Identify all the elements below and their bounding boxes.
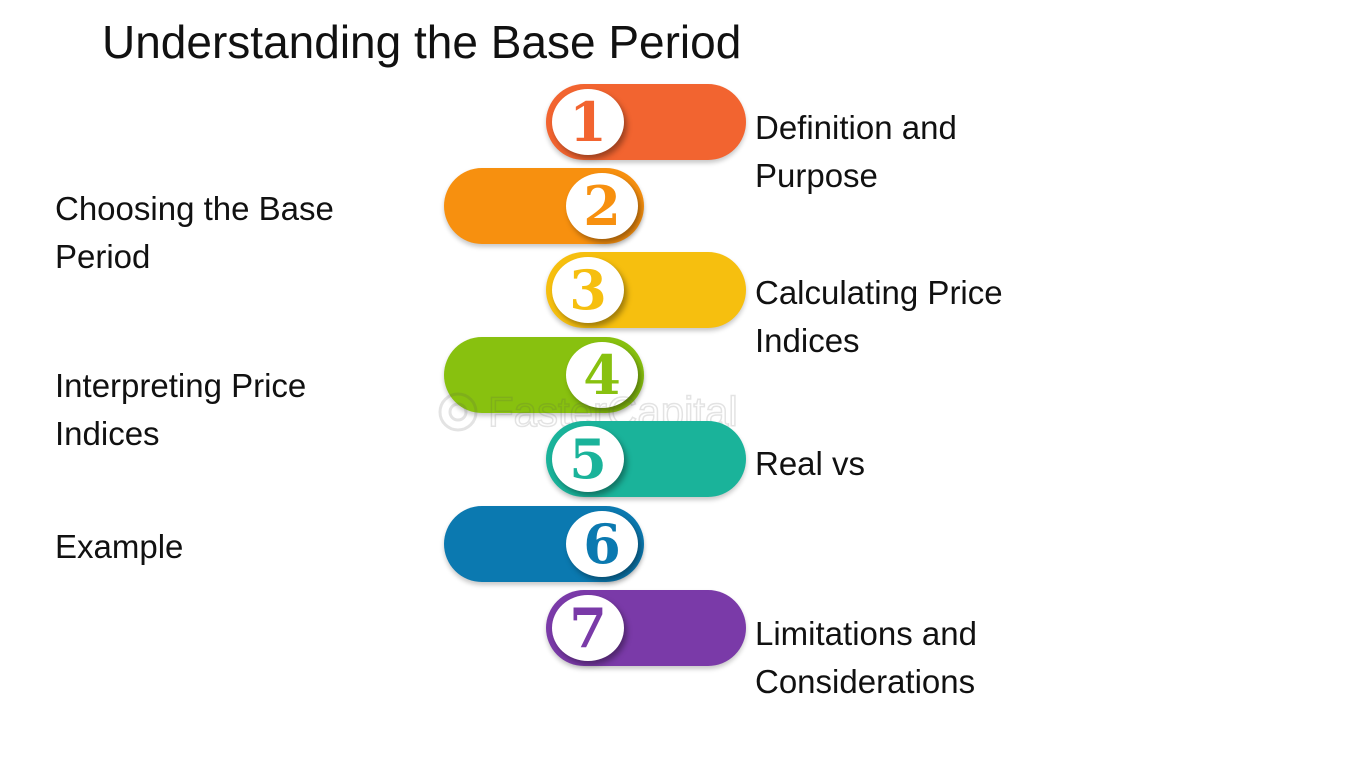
step-5-pill: 5 [546, 421, 746, 497]
step-6-number-disc: 6 [566, 511, 638, 577]
step-7-pill: 7 [546, 590, 746, 666]
step-5-number: 5 [569, 427, 607, 491]
step-4-number: 4 [583, 343, 621, 407]
step-4-pill: 4 [444, 337, 644, 413]
page-title: Understanding the Base Period [102, 16, 742, 68]
step-2-label-line-1: Choosing the Base [55, 190, 334, 227]
step-2-pill: 2 [444, 168, 644, 244]
step-4-number-disc: 4 [566, 342, 638, 408]
step-7-label-line-1: Limitations and [755, 615, 977, 652]
step-2-number: 2 [583, 174, 621, 238]
step-7-label-line-2: Considerations [755, 663, 976, 700]
step-4-label-line-1: Interpreting Price [55, 367, 307, 404]
step-7-label: Limitations and Considerations [755, 610, 977, 706]
step-1-label: Definition and Purpose [755, 104, 957, 200]
step-2-number-disc: 2 [566, 173, 638, 239]
step-3-pill: 3 [546, 252, 746, 328]
step-3-number: 3 [569, 258, 607, 322]
step-1-number-disc: 1 [552, 89, 624, 155]
step-5-label: Real vs [755, 440, 865, 488]
step-6-label-line-1: Example [55, 528, 184, 565]
step-7-number-disc: 7 [552, 595, 624, 661]
step-4-label-line-2: Indices [55, 415, 160, 452]
step-7-number: 7 [569, 596, 607, 660]
step-6-number: 6 [583, 512, 621, 576]
step-3-label: Calculating Price Indices [755, 269, 1003, 365]
step-3-label-line-2: Indices [755, 322, 860, 359]
step-2-label-line-2: Period [55, 238, 151, 275]
step-1-number: 1 [569, 90, 607, 154]
step-1-label-line-1: Definition and [755, 109, 957, 146]
step-5-label-line-1: Real vs [755, 445, 866, 482]
step-3-number-disc: 3 [552, 257, 624, 323]
step-2-label: Choosing the Base Period [55, 185, 334, 281]
step-6-label: Example [55, 523, 183, 571]
step-1-label-line-2: Purpose [755, 157, 878, 194]
step-5-number-disc: 5 [552, 426, 624, 492]
step-6-pill: 6 [444, 506, 644, 582]
step-3-label-line-1: Calculating Price [755, 274, 1003, 311]
step-1-pill: 1 [546, 84, 746, 160]
step-4-label: Interpreting Price Indices [55, 362, 306, 458]
